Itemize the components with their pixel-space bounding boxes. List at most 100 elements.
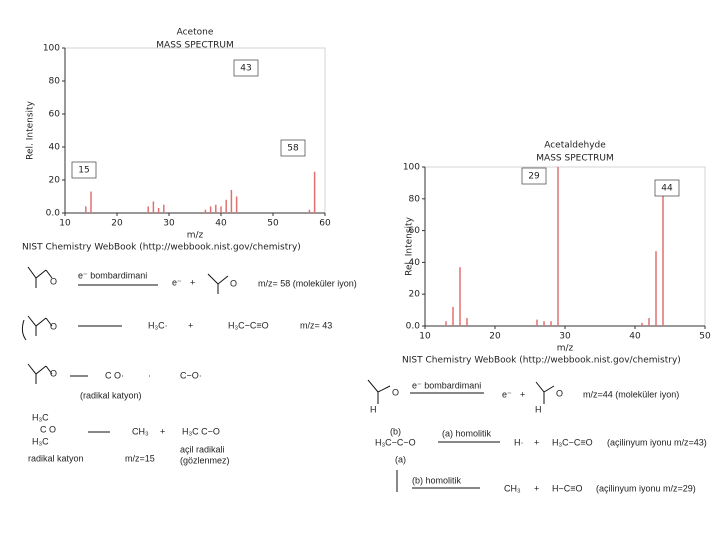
acetone-structure (27, 266, 53, 288)
atom: H (535, 404, 542, 414)
annotation: 29 (528, 172, 540, 182)
chart-title: Acetaldehyde (544, 141, 606, 151)
scheme-text: H₃C−C≡O (552, 437, 593, 447)
scheme-text: (açilinyum iyonu m/z=29) (596, 483, 696, 493)
scheme-text: H· (514, 437, 524, 447)
x-tick-label: 20 (489, 332, 501, 342)
atom: H₃C (32, 436, 49, 446)
atom: O (392, 387, 399, 397)
scheme-text: H₃C−C≡O (228, 320, 269, 330)
scheme-text: e⁻ (172, 277, 182, 287)
annotation-box (521, 167, 547, 185)
y-tick-label: 80 (49, 77, 61, 87)
acetone-structure (21, 315, 53, 341)
annotation-box (233, 59, 259, 77)
scheme-text: (radikal katyon) (80, 390, 142, 400)
annotation: 58 (287, 144, 299, 154)
scheme-text: H₃C C−O (182, 426, 220, 436)
atom: O (50, 321, 57, 331)
scheme-text: O (556, 388, 563, 398)
y-axis-label: Rel. Intensity (26, 100, 36, 159)
right-scheme: O H e⁻ bombardimani e⁻ + O H m/z=44 (mol… (367, 379, 707, 493)
x-tick-label: 60 (319, 219, 331, 229)
y-tick-label: 100 (43, 44, 60, 54)
scheme-text: H−C≡O (552, 483, 583, 493)
scheme-text: m/z=44 (moleküler iyon) (583, 389, 679, 399)
atom: O (50, 368, 57, 378)
annotation: 44 (661, 184, 673, 194)
y-tick-label: 80 (409, 194, 421, 204)
scheme-text: (b) (390, 426, 401, 436)
scheme-text: (açilinyum iyonu m/z=43) (607, 437, 707, 447)
annotation-box (71, 161, 97, 179)
chart-subtitle: MASS SPECTRUM (536, 154, 613, 164)
y-tick-label: 40 (409, 258, 421, 268)
scheme-text: m/z=15 (125, 453, 155, 463)
x-tick-label: 40 (629, 332, 641, 342)
atom: C−O· (180, 370, 202, 380)
scheme-text: CH₃ (504, 483, 521, 493)
y-tick-label: 60 (409, 226, 421, 236)
atom: H (370, 404, 377, 414)
scheme-text: CH₃ (132, 426, 149, 436)
x-tick-label: 30 (559, 332, 571, 342)
left-scheme: O e⁻ bombardimani e⁻ + O m/z= 58 (molekü… (21, 266, 357, 465)
x-tick-label: 40 (215, 219, 227, 229)
scheme-text: (gözlenmez) (180, 455, 230, 465)
x-tick-label: 30 (163, 219, 175, 229)
acetaldehyde-structure (367, 379, 391, 404)
footer: NIST Chemistry WebBook (http://webbook.n… (22, 243, 301, 253)
x-tick-label: 20 (111, 219, 123, 229)
y-tick-label: 100 (403, 163, 420, 173)
y-tick-label: 60 (49, 110, 61, 120)
y-tick-label: 20 (409, 290, 421, 300)
annotation: 15 (78, 166, 89, 176)
atom: C O· (105, 370, 124, 380)
x-tick-label: 10 (419, 332, 431, 342)
y-tick-label: 20 (49, 176, 61, 186)
annotation-box (654, 179, 680, 197)
scheme-text: (a) (395, 454, 406, 464)
scheme-text: e⁻ bombardimani (412, 380, 481, 390)
chart-title: Acetone (177, 28, 214, 38)
y-tick-label: 0.0 (406, 322, 421, 332)
atom: · (148, 370, 151, 380)
radical-structure (27, 363, 53, 384)
scheme-text: (a) homolitik (442, 428, 492, 438)
scheme-text: + (188, 320, 193, 330)
y-tick-label: 0.0 (46, 209, 61, 219)
scheme-text: + (520, 389, 525, 399)
scheme-text: + (534, 483, 539, 493)
x-tick-label: 50 (699, 332, 711, 342)
scheme-text: açil radikali (180, 444, 225, 454)
x-axis-label: m/z (187, 231, 204, 241)
ion-structure (535, 381, 555, 404)
scheme-text: radikal katyon (28, 453, 84, 463)
annotation-box (280, 139, 306, 157)
scheme-text: + (190, 277, 195, 287)
atom: H₃C−C−O (375, 437, 416, 447)
scheme-text: O (230, 278, 237, 288)
scheme-text: m/z= 43 (300, 320, 332, 330)
atom: H₃C (32, 412, 49, 422)
ion-structure (207, 273, 229, 294)
scheme-text: (b) homolitik (412, 475, 462, 485)
scheme-text: + (160, 426, 165, 436)
atom: O (50, 276, 57, 286)
y-tick-label: 40 (49, 143, 61, 153)
footer: NIST Chemistry WebBook (http://webbook.n… (402, 356, 681, 366)
scheme-text: H₃C· (148, 320, 168, 330)
x-axis-label: m/z (557, 344, 574, 354)
x-tick-label: 10 (59, 219, 71, 229)
annotation: 43 (240, 64, 251, 74)
atom: C O (40, 424, 56, 434)
scheme-text: m/z= 58 (moleküler iyon) (258, 278, 357, 288)
plot-frame (64, 47, 326, 214)
scheme-text: + (534, 437, 539, 447)
scheme-text: e⁻ (502, 389, 512, 399)
y-axis-label: Rel. Intensity (405, 216, 415, 275)
chart-subtitle: MASS SPECTRUM (156, 41, 233, 51)
x-tick-label: 50 (267, 219, 279, 229)
scheme-text: e⁻ bombardimani (78, 270, 147, 280)
